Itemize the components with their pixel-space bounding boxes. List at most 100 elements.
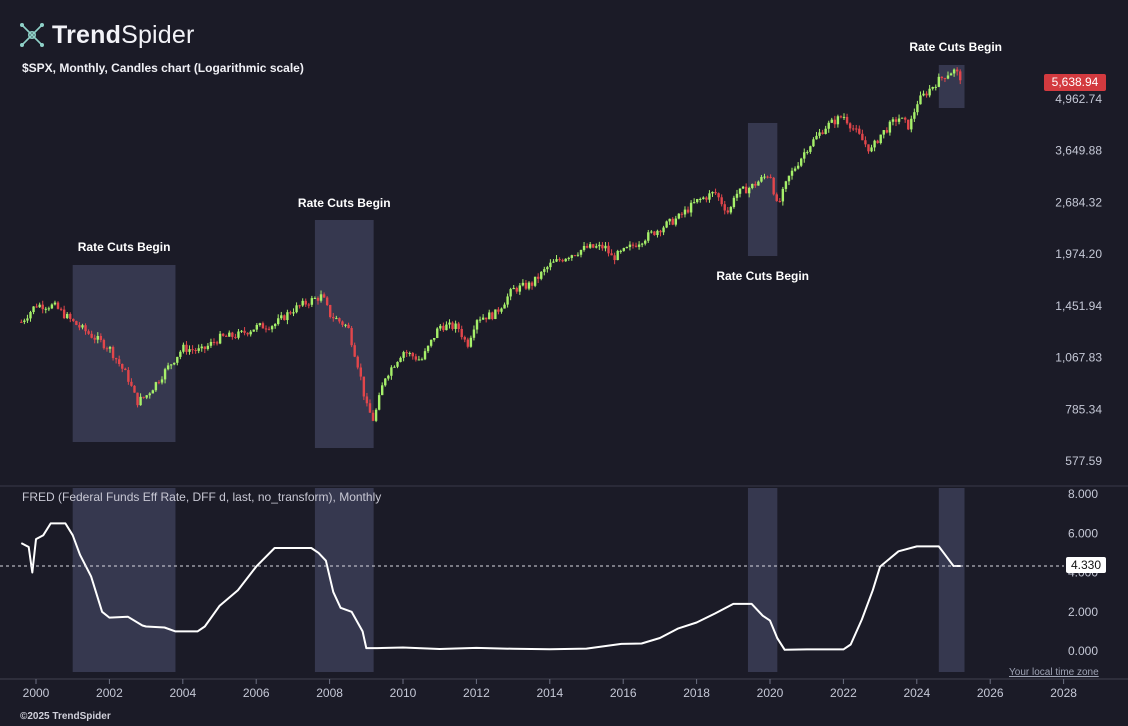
candle-body — [668, 218, 671, 222]
rate-axis-tick: 8.000 — [1068, 487, 1098, 501]
candle-body — [689, 202, 693, 213]
candle-body — [622, 248, 626, 251]
candle-body — [717, 193, 720, 198]
candle-body — [316, 297, 320, 301]
candle-body — [399, 357, 402, 362]
candle-body — [475, 320, 479, 330]
time-axis-tick: 2012 — [463, 686, 490, 700]
candle-body — [686, 209, 690, 213]
candles-group — [20, 67, 962, 423]
price-axis-tick: 2,684.32 — [1055, 195, 1102, 209]
candle-body — [277, 318, 280, 325]
candle-body — [573, 255, 577, 257]
candle-body — [347, 324, 350, 329]
candle-body — [665, 221, 668, 228]
candle-body — [576, 254, 580, 256]
candle-body — [738, 188, 742, 194]
candle-body — [448, 322, 451, 325]
candle-body — [191, 349, 194, 351]
candle-body — [677, 213, 681, 219]
candle-body — [176, 356, 179, 363]
candle-body — [607, 245, 610, 254]
candle-body — [402, 352, 405, 358]
candle-body — [656, 230, 659, 236]
candle-body — [292, 312, 295, 314]
candle-body — [169, 364, 173, 366]
brand-name: TrendSpider — [52, 20, 195, 49]
candle-body — [858, 128, 861, 134]
candle-body — [873, 140, 876, 148]
candle-body — [350, 328, 353, 346]
candle-body — [848, 123, 852, 129]
candle-body — [420, 359, 424, 361]
candle-body — [772, 177, 775, 195]
candle-body — [900, 117, 904, 119]
candle-body — [699, 198, 702, 200]
candle-body — [806, 151, 809, 153]
candle-body — [221, 333, 225, 336]
candle-body — [160, 379, 164, 383]
candle-body — [613, 255, 616, 261]
candle-body — [488, 312, 491, 320]
candle-body — [919, 95, 922, 105]
candle-body — [179, 351, 182, 357]
candle-body — [662, 227, 665, 233]
candle-body — [185, 344, 188, 352]
time-axis-tick: 2018 — [683, 686, 710, 700]
price-axis-tick: 1,067.83 — [1055, 351, 1102, 365]
candle-body — [423, 351, 427, 360]
candle-body — [84, 325, 87, 332]
candle-body — [62, 309, 66, 319]
candle-body — [90, 333, 93, 338]
candle-body — [463, 337, 466, 340]
candle-body — [87, 331, 90, 334]
candle-body — [671, 218, 674, 225]
candle-body — [442, 325, 445, 331]
candle-body — [414, 356, 418, 360]
candle-body — [478, 319, 482, 321]
candle-body — [714, 191, 717, 194]
time-axis-tick: 2006 — [243, 686, 270, 700]
candle-body — [127, 370, 130, 382]
candle-body — [374, 409, 378, 421]
candle-body — [136, 392, 139, 406]
candle-body — [286, 312, 289, 321]
candle-body — [916, 104, 919, 113]
candle-body — [96, 335, 99, 340]
candle-body — [41, 304, 44, 310]
candle-body — [696, 199, 699, 203]
candle-body — [44, 308, 47, 310]
candle-body — [815, 135, 818, 140]
rate-cut-band-lower — [747, 488, 778, 672]
candle-body — [855, 128, 858, 130]
candle-body — [365, 396, 369, 404]
candle-body — [564, 258, 567, 262]
candle-body — [148, 393, 151, 396]
timezone-link[interactable]: Your local time zone — [1009, 667, 1099, 678]
candle-body — [325, 297, 329, 306]
candle-body — [384, 378, 387, 386]
candle-body — [659, 230, 662, 233]
candle-body — [121, 363, 124, 369]
price-axis-tick: 4,962.74 — [1055, 92, 1102, 106]
time-axis-tick: 2004 — [169, 686, 196, 700]
candle-body — [472, 329, 476, 338]
copyright-text: ©2025 TrendSpider — [20, 711, 111, 722]
price-chart-title: $SPX, Monthly, Candles chart (Logarithmi… — [22, 61, 304, 75]
rate-axis-tick: 0.000 — [1068, 644, 1098, 658]
candle-body — [319, 294, 323, 301]
brand-logo[interactable]: TrendSpider — [18, 20, 195, 50]
candle-body — [567, 257, 570, 259]
candle-body — [650, 231, 653, 233]
candle-body — [417, 359, 421, 361]
candle-body — [255, 324, 259, 330]
candle-body — [515, 287, 518, 292]
candle-body — [894, 119, 898, 122]
candle-body — [166, 365, 170, 370]
price-axis-tick: 1,451.94 — [1055, 299, 1102, 313]
candle-body — [93, 337, 96, 340]
candle-body — [851, 128, 855, 130]
candle-body — [234, 336, 237, 338]
candle-body — [640, 243, 644, 245]
candle-body — [460, 328, 463, 338]
